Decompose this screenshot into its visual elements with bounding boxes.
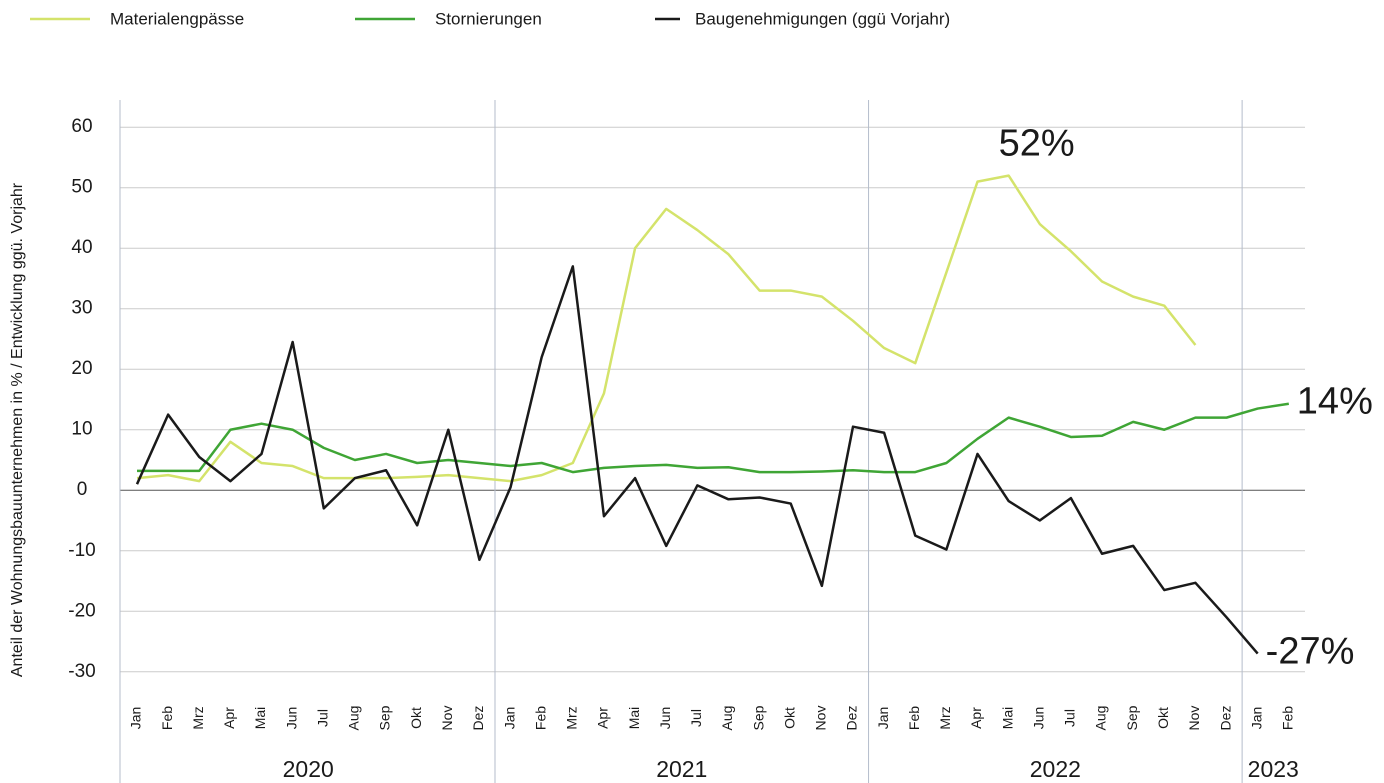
x-tick-label: Sep (1124, 705, 1140, 730)
legend-label: Materialengpässe (110, 9, 244, 28)
legend-label: Baugenehmigungen (ggü Vorjahr) (695, 9, 950, 28)
y-tick-label: -30 (68, 661, 95, 682)
x-tick-label: Nov (1186, 706, 1202, 731)
x-tick-label: Mai (626, 707, 642, 730)
x-tick-label: Apr (221, 707, 237, 729)
x-tick-label: Jan (501, 707, 517, 730)
year-label: 2021 (656, 756, 707, 782)
y-tick-label: 20 (71, 358, 92, 379)
year-label: 2023 (1248, 756, 1299, 782)
y-tick-label: 0 (77, 479, 88, 500)
x-tick-label: Jan (875, 707, 891, 730)
x-tick-label: Dez (470, 706, 486, 731)
x-tick-label: Jun (1030, 707, 1046, 730)
x-tick-label: Nov (439, 706, 455, 731)
x-tick-label: Apr (968, 707, 984, 729)
x-tick-label: Nov (813, 706, 829, 731)
x-tick-label: Jun (657, 707, 673, 730)
year-label: 2020 (283, 756, 334, 782)
x-tick-label: Feb (159, 706, 175, 730)
y-tick-label: 30 (71, 298, 92, 319)
y-tick-label: -10 (68, 540, 95, 561)
x-tick-label: Aug (346, 706, 362, 731)
x-tick-label: Okt (1155, 707, 1171, 729)
y-tick-label: -20 (68, 600, 95, 621)
annotation: 52% (999, 123, 1075, 165)
y-tick-label: 50 (71, 177, 92, 198)
annotation: 14% (1297, 381, 1373, 423)
x-tick-label: Jul (1062, 709, 1078, 727)
y-axis-title: Anteil der Wohnungsbauunternehmen in % /… (9, 182, 26, 677)
x-tick-label: Aug (719, 706, 735, 731)
x-tick-label: Jul (688, 709, 704, 727)
x-tick-label: Jan (1248, 707, 1264, 730)
x-tick-label: Sep (750, 705, 766, 730)
legend-label: Stornierungen (435, 9, 542, 28)
x-tick-label: Sep (377, 705, 393, 730)
x-tick-label: Okt (408, 707, 424, 729)
x-tick-label: Jan (128, 707, 144, 730)
x-tick-label: Mrz (564, 706, 580, 729)
y-tick-label: 40 (71, 237, 92, 258)
line (137, 176, 1195, 482)
x-tick-label: Feb (906, 706, 922, 730)
x-tick-label: Okt (781, 707, 797, 729)
line (137, 266, 1258, 653)
chart: Anteil der Wohnungsbauunternehmen in % /… (0, 0, 1384, 783)
x-tick-label: Apr (595, 707, 611, 729)
x-tick-label: Mai (252, 707, 268, 730)
x-tick-label: Mrz (937, 706, 953, 729)
x-tick-label: Aug (1093, 706, 1109, 731)
x-tick-label: Feb (532, 706, 548, 730)
y-tick-label: 10 (71, 419, 92, 440)
x-tick-label: Mai (999, 707, 1015, 730)
x-tick-label: Mrz (190, 706, 206, 729)
x-tick-label: Dez (844, 706, 860, 731)
x-tick-label: Feb (1280, 706, 1296, 730)
x-tick-label: Jul (314, 709, 330, 727)
x-tick-label: Jun (283, 707, 299, 730)
year-label: 2022 (1030, 756, 1081, 782)
annotation: -27% (1266, 631, 1355, 673)
y-tick-label: 60 (71, 116, 92, 137)
x-tick-label: Dez (1217, 706, 1233, 731)
